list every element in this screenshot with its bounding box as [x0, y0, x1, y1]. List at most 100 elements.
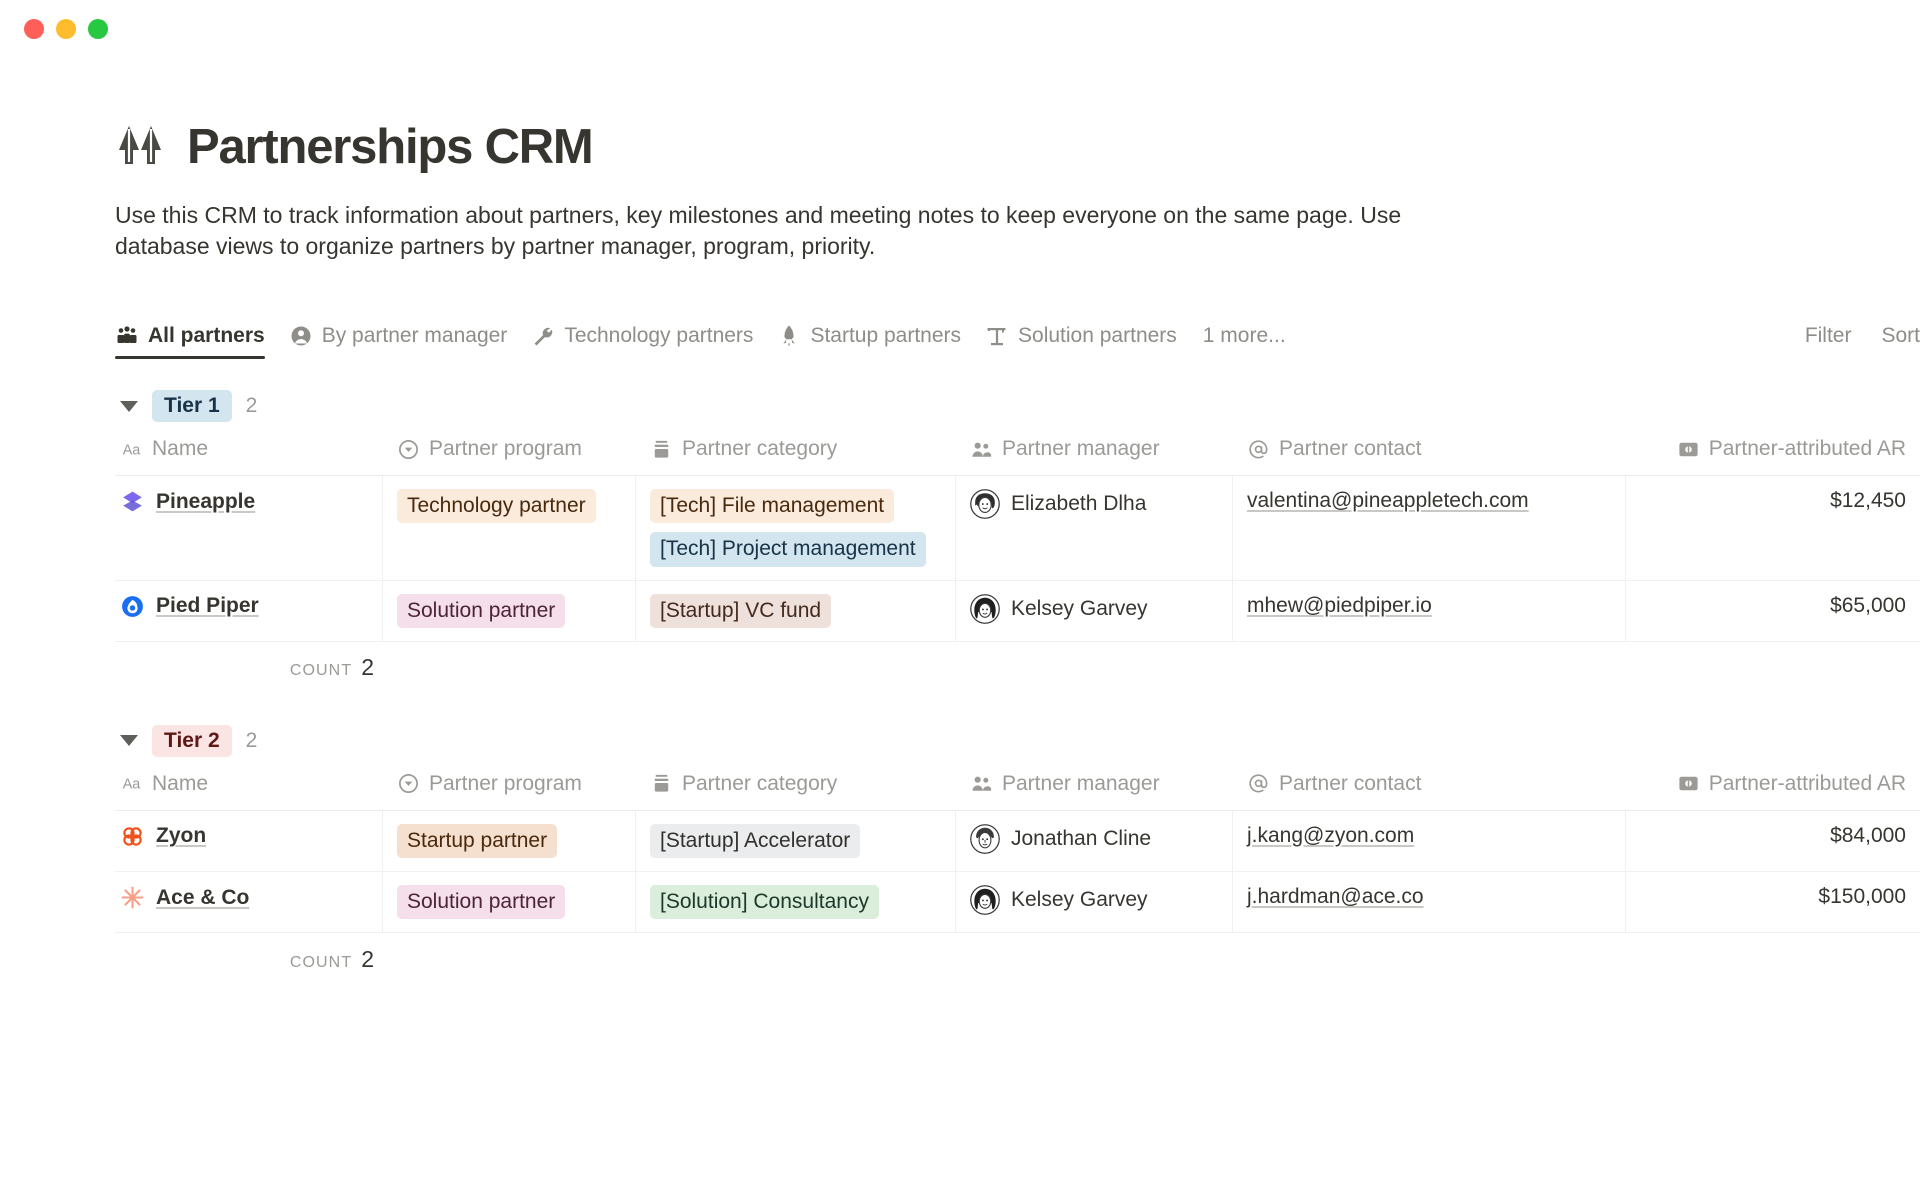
cell-partner-attributed-ar[interactable]: $12,450 [1626, 476, 1920, 580]
maximize-window-button[interactable] [88, 19, 108, 39]
group-tier-2: Tier 2 2 Aa Name Partner program Partner cate… [115, 720, 1920, 986]
cell-partner-contact[interactable]: valentina@pineappletech.com [1233, 476, 1626, 580]
cell-partner-contact[interactable]: j.kang@zyon.com [1233, 810, 1626, 872]
ar-amount: $150,000 [1818, 885, 1906, 909]
minimize-window-button[interactable] [56, 19, 76, 39]
email-link[interactable]: valentina@pineappletech.com [1247, 489, 1529, 513]
filter-button[interactable]: Filter [1804, 324, 1852, 348]
email-link[interactable]: j.kang@zyon.com [1247, 823, 1415, 847]
person-multi-icon [972, 442, 992, 457]
cell-partner-attributed-ar[interactable]: $84,000 [1626, 811, 1920, 871]
cell-partner-category[interactable]: [Startup] VC fund [636, 580, 956, 641]
column-label: Name [152, 437, 209, 461]
column-header-partner-manager[interactable]: Partner manager [956, 762, 1233, 810]
cell-partner-manager[interactable]: Kelsey Garvey [956, 580, 1233, 641]
cell-partner-program[interactable]: Startup partner [383, 810, 636, 872]
page-title: Partnerships CRM [187, 119, 594, 174]
tab-startup-partners[interactable]: Startup partners [765, 324, 973, 359]
tab-by-partner-manager[interactable]: By partner manager [277, 324, 520, 359]
group-badge[interactable]: Tier 2 [152, 724, 232, 757]
group-header: Tier 2 2 [115, 720, 1920, 762]
close-window-button[interactable] [24, 19, 44, 39]
tab-solution-partners[interactable]: Solution partners [973, 324, 1189, 359]
cell-partner-category[interactable]: [Tech] File management [Tech] Project man… [636, 476, 956, 580]
cell-partner-category[interactable]: [Startup] Accelerator [636, 810, 956, 872]
cell-partner-manager[interactable]: Jonathan Cline [956, 810, 1233, 872]
cell-partner-attributed-ar[interactable]: $150,000 [1626, 872, 1920, 932]
column-header-partner-contact[interactable]: Partner contact [1233, 762, 1626, 810]
cell-partner-manager[interactable]: Elizabeth Dlha [956, 476, 1233, 580]
table-row[interactable]: Ace & Co Solution partner [Solution] Consu… [115, 872, 1920, 934]
tab-technology-partners[interactable]: Technology partners [519, 324, 765, 359]
cell-partner-contact[interactable]: mhew@piedpiper.io [1233, 580, 1626, 641]
person-chip: Kelsey Garvey [970, 593, 1148, 624]
program-tag: Solution partner [397, 593, 566, 628]
title-aa-icon: Aa [123, 777, 141, 793]
column-header-partner-attributed-ar[interactable]: Partner-attributed AR [1626, 427, 1920, 475]
cell-partner-contact[interactable]: j.hardman@ace.co [1233, 872, 1626, 933]
row-title[interactable]: Zyon [120, 824, 206, 849]
row-title-text[interactable]: Pineapple [156, 489, 256, 513]
column-header-partner-category[interactable]: Partner category [636, 762, 956, 810]
column-header-partner-category[interactable]: Partner category [636, 427, 956, 475]
column-header-partner-contact[interactable]: Partner contact [1233, 427, 1626, 475]
tab-more-views[interactable]: 1 more... [1202, 324, 1286, 348]
pineapple-layers-icon [123, 491, 142, 512]
column-label: Name [152, 771, 209, 795]
category-tag: [Tech] Project management [650, 532, 926, 567]
row-title-text[interactable]: Ace & Co [156, 885, 250, 909]
count-value: 2 [361, 945, 374, 972]
cell-partner-category[interactable]: [Solution] Consultancy [636, 872, 956, 933]
column-header-partner-manager[interactable]: Partner manager [956, 427, 1233, 475]
column-header-partner-attributed-ar[interactable]: Partner-attributed AR [1626, 762, 1920, 810]
column-label: Partner contact [1279, 771, 1422, 795]
tab-all-partners[interactable]: All partners [115, 324, 277, 360]
person-circle-icon [291, 326, 311, 346]
tab-label: By partner manager [321, 324, 508, 348]
row-title-text[interactable]: Pied Piper [156, 594, 259, 618]
column-label: Partner contact [1279, 437, 1422, 461]
row-title-text[interactable]: Zyon [156, 824, 207, 848]
cell-name[interactable]: Pied Piper [115, 580, 383, 641]
cell-partner-manager[interactable]: Kelsey Garvey [956, 872, 1233, 933]
row-title[interactable]: Ace & Co [120, 885, 249, 910]
count-summary[interactable]: Count 2 [120, 654, 388, 681]
table-row[interactable]: Pied Piper Solution partner [Startup] VC f… [115, 580, 1920, 642]
cell-partner-program[interactable]: Solution partner [383, 872, 636, 933]
tab-label: All partners [148, 324, 265, 348]
count-summary[interactable]: Count 2 [120, 946, 388, 973]
tab-label: Startup partners [810, 324, 962, 348]
column-label: Partner-attributed AR [1708, 771, 1906, 795]
two-trees-emoji-icon [119, 126, 161, 164]
row-title[interactable]: Pied Piper [120, 594, 259, 619]
cell-partner-attributed-ar[interactable]: $65,000 [1626, 581, 1920, 641]
cell-partner-program[interactable]: Technology partner [383, 476, 636, 580]
collapse-group-caret[interactable] [120, 400, 138, 412]
column-header-name[interactable]: Aa Name [115, 762, 383, 810]
count-label: Count [289, 662, 353, 680]
column-header-partner-program[interactable]: Partner program [383, 427, 636, 475]
collapse-group-caret[interactable] [120, 735, 138, 747]
row-title[interactable]: Pineapple [120, 489, 255, 514]
email-link[interactable]: mhew@piedpiper.io [1247, 593, 1432, 617]
sort-button[interactable]: Sort [1881, 324, 1920, 348]
column-label: Partner category [682, 437, 838, 461]
group-badge[interactable]: Tier 1 [152, 390, 232, 423]
page-content: Partnerships CRM Use this CRM to track i… [0, 58, 1920, 985]
cell-name[interactable]: Ace & Co [115, 872, 383, 933]
program-tag: Startup partner [397, 823, 558, 859]
svg-text:Aa: Aa [123, 442, 141, 458]
cell-name[interactable]: Zyon [115, 810, 383, 872]
table-row[interactable]: Zyon Startup partner [Startup] Accelerator… [115, 810, 1920, 873]
elizabeth-avatar [970, 489, 1000, 520]
column-header-partner-program[interactable]: Partner program [383, 762, 636, 810]
email-link[interactable]: j.hardman@ace.co [1247, 885, 1424, 909]
category-tag-list: [Startup] VC fund [650, 593, 832, 628]
group-tier-1: Tier 1 2 Aa Name Partner program Partner cate… [115, 385, 1920, 694]
cell-partner-program[interactable]: Solution partner [383, 580, 636, 641]
wrench-icon [534, 328, 553, 346]
table-row[interactable]: Pineapple Technology partner [Tech] File m… [115, 476, 1920, 581]
ar-amount: $12,450 [1830, 489, 1906, 513]
column-header-name[interactable]: Aa Name [115, 427, 383, 475]
cell-name[interactable]: Pineapple [115, 476, 383, 580]
